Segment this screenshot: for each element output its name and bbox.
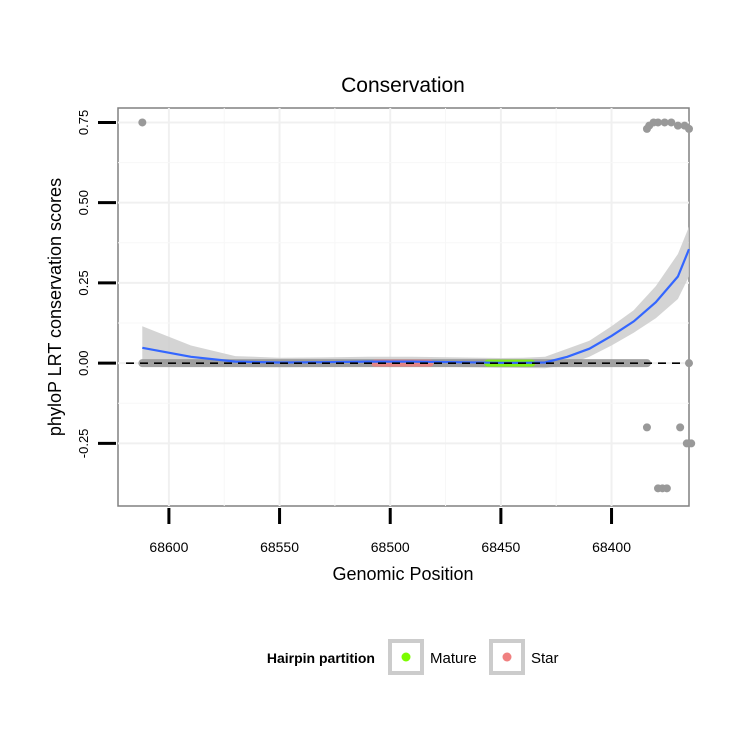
chart-title: Conservation: [341, 74, 465, 97]
x-axis-ticks: 68600 68550 68500 68450 68400: [149, 508, 631, 555]
data-point-17: [685, 359, 693, 368]
smooth-band: [142, 226, 690, 369]
data-point-16: [662, 484, 671, 493]
legend: Hairpin partition Mature Star: [267, 639, 559, 675]
x-tick-label-1: 68550: [260, 539, 299, 555]
y-tick-label-0: -0.25: [76, 429, 91, 459]
x-axis-label: Genomic Position: [332, 564, 473, 584]
data-point-11: [676, 423, 685, 432]
data-point-13: [687, 439, 696, 448]
legend-label-mature: Mature: [430, 650, 477, 667]
y-tick-label-2: 0.25: [76, 270, 91, 295]
x-tick-label-4: 68400: [592, 539, 631, 555]
y-tick-label-3: 0.50: [76, 190, 91, 215]
x-tick-label-2: 68500: [371, 539, 410, 555]
y-axis-ticks: -0.25 0.00 0.25 0.50 0.75: [76, 110, 116, 458]
y-tick-label-4: 0.75: [76, 110, 91, 135]
x-tick-label-3: 68450: [481, 539, 520, 555]
legend-key-dot-star: [502, 652, 512, 662]
legend-label-star: Star: [531, 650, 559, 667]
y-axis-label: phyloP LRT conservation scores: [45, 178, 65, 436]
legend-title: Hairpin partition: [267, 650, 375, 666]
data-point-6: [667, 118, 676, 127]
data-point-10: [642, 423, 651, 432]
data-point-9: [685, 124, 693, 133]
y-tick-label-1: 0.00: [76, 351, 91, 376]
data-point-5: [660, 118, 669, 127]
data-point-7: [673, 121, 682, 130]
plot-panel: [117, 107, 690, 507]
data-point-4: [654, 118, 663, 127]
legend-key-dot-mature: [401, 652, 411, 662]
x-tick-label-0: 68600: [149, 539, 188, 555]
data-point-0: [138, 118, 147, 127]
smooth-confidence-band: [142, 226, 690, 369]
legend-entries: Mature Star: [388, 639, 559, 675]
